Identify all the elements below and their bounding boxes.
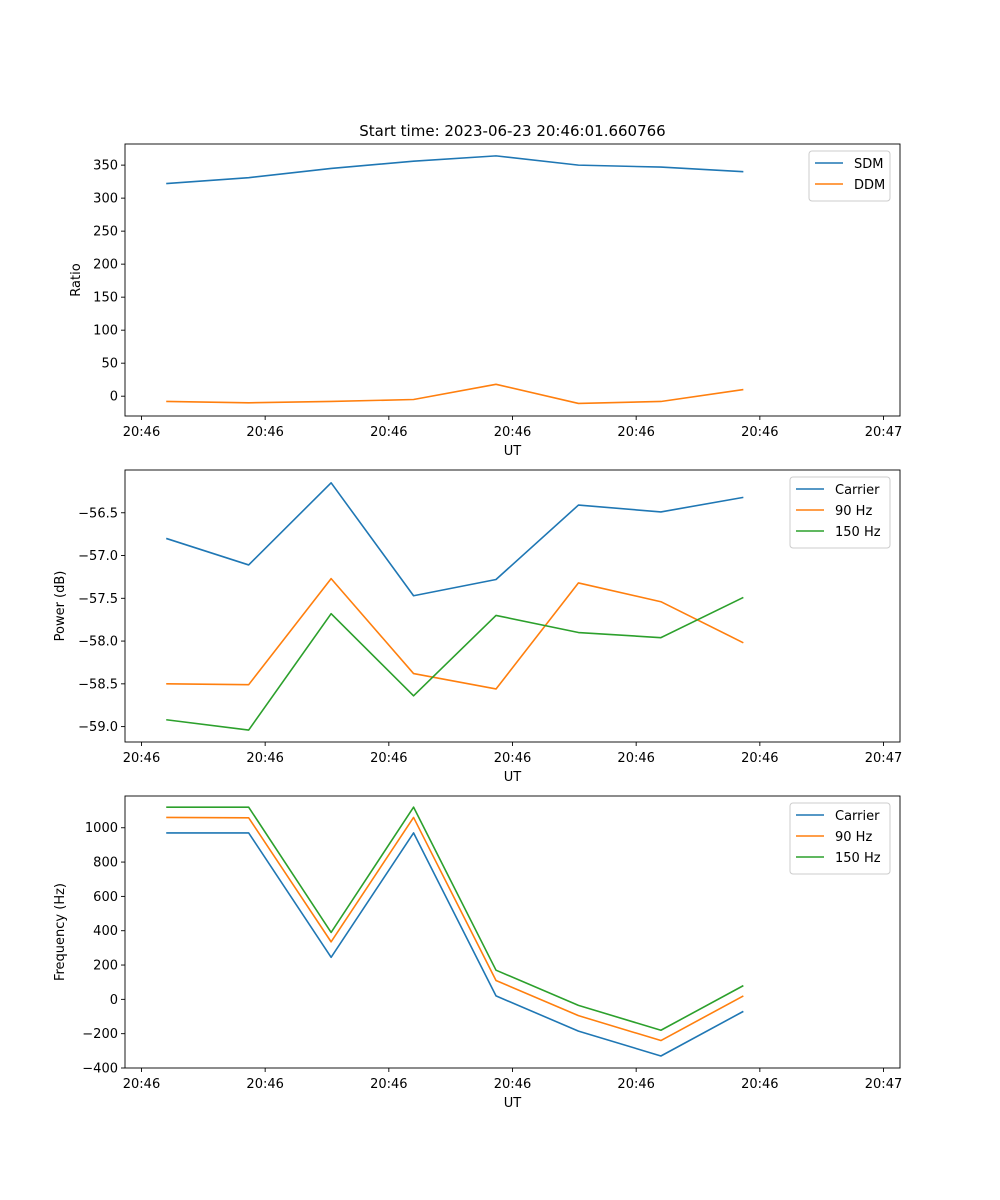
y-tick-label: 350: [93, 159, 118, 174]
legend-label: DDM: [854, 178, 885, 193]
y-axis-label: Frequency (Hz): [53, 883, 68, 981]
legend-label: 90 Hz: [835, 830, 872, 845]
series-line-carrier: [165, 482, 744, 597]
y-tick-label: −57.0: [78, 549, 118, 564]
x-tick-label: 20:46: [246, 751, 283, 766]
x-tick-label: 20:46: [123, 1077, 160, 1092]
series-line-150-hz: [166, 806, 744, 1032]
y-tick-label: −58.0: [78, 635, 118, 650]
x-axis-label: UT: [504, 444, 522, 459]
x-tick-label: 20:46: [370, 751, 407, 766]
x-tick-label: 20:46: [617, 751, 654, 766]
legend-label: 150 Hz: [835, 525, 881, 540]
y-tick-label: 300: [93, 192, 118, 207]
series-line-ddm: [166, 383, 744, 405]
y-tick-label: −59.0: [78, 720, 118, 735]
x-tick-label: 20:46: [741, 1077, 778, 1092]
axes-frame: [124, 143, 901, 417]
x-tick-label: 20:46: [741, 751, 778, 766]
y-tick-label: −200: [82, 1027, 118, 1042]
x-tick-label: 20:46: [741, 425, 778, 440]
y-tick-label: 1000: [85, 821, 118, 836]
legend-label: Carrier: [835, 809, 880, 824]
legend-label: Carrier: [835, 483, 880, 498]
y-tick-label: 50: [101, 357, 118, 372]
y-tick-label: 150: [93, 291, 118, 306]
subplot-2: 20:46 20:46 20:46 20:46 20:46 20:46 20:47 −59.0…: [53, 469, 902, 785]
x-tick-label: 20:46: [494, 1077, 531, 1092]
x-tick-label: 20:46: [123, 425, 160, 440]
series-line-carrier: [166, 832, 744, 1057]
x-tick-label: 20:47: [865, 425, 902, 440]
chart-title: Start time: 2023-06-23 20:46:01.660766: [359, 122, 665, 140]
y-tick-label: 200: [93, 258, 118, 273]
y-tick-label: −57.5: [78, 592, 118, 607]
x-axis-label: UT: [504, 770, 522, 785]
y-tick-label: 0: [110, 390, 118, 405]
axes-frame: [124, 795, 901, 1069]
y-tick-label: −400: [82, 1062, 118, 1077]
y-tick-label: 250: [93, 225, 118, 240]
axes-frame: [124, 469, 901, 743]
legend-label: 90 Hz: [835, 504, 872, 519]
x-tick-label: 20:46: [494, 425, 531, 440]
y-tick-label: 200: [93, 959, 118, 974]
x-tick-label: 20:46: [246, 1077, 283, 1092]
y-tick-label: 600: [93, 890, 118, 905]
subplot-3: 20:46 20:46 20:46 20:46 20:46 20:46 20:47 −400 −…: [53, 795, 902, 1111]
y-tick-label: −58.5: [78, 677, 118, 692]
series-line-90-hz: [166, 577, 744, 690]
x-axis-label: UT: [504, 1096, 522, 1111]
series-line-90-hz: [166, 816, 744, 1042]
x-tick-label: 20:46: [617, 425, 654, 440]
x-tick-label: 20:47: [865, 1077, 902, 1092]
y-axis-label: Power (dB): [53, 571, 68, 642]
subplot-1: 20:46 20:46 20:46 20:46 20:46 20:46 20:47 0 50 10…: [69, 122, 902, 459]
y-tick-label: 400: [93, 924, 118, 939]
x-tick-label: 20:46: [494, 751, 531, 766]
y-tick-label: −56.5: [78, 506, 118, 521]
x-tick-label: 20:46: [246, 425, 283, 440]
legend-label: SDM: [854, 157, 883, 172]
y-tick-label: 800: [93, 856, 118, 871]
x-tick-label: 20:46: [370, 1077, 407, 1092]
series-line-150-hz: [166, 596, 744, 731]
legend: Carrier 90 Hz 150 Hz: [789, 802, 891, 875]
y-tick-label: 0: [110, 993, 118, 1008]
legend: Carrier 90 Hz 150 Hz: [789, 476, 891, 549]
y-tick-label: 100: [93, 324, 118, 339]
x-tick-label: 20:46: [123, 751, 160, 766]
legend-label: 150 Hz: [835, 851, 881, 866]
series-line-sdm: [166, 155, 744, 185]
x-tick-label: 20:46: [617, 1077, 654, 1092]
legend: SDM DDM: [808, 150, 891, 202]
x-tick-label: 20:47: [865, 751, 902, 766]
y-axis-label: Ratio: [69, 263, 84, 296]
x-tick-label: 20:46: [370, 425, 407, 440]
